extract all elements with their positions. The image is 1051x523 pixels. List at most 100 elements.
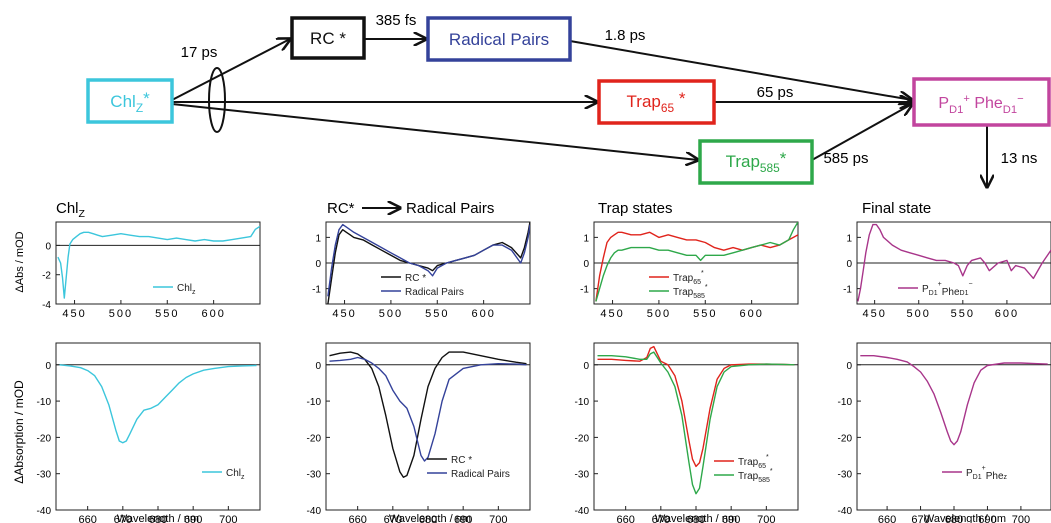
x-tick-label: 600 — [471, 308, 495, 320]
x-tick-label: 600 — [995, 308, 1019, 320]
series-line — [860, 355, 1048, 446]
y-tick-label: -1 — [312, 285, 321, 296]
y-tick-label: 1 — [846, 233, 852, 244]
x-tick-label: 500 — [379, 308, 403, 320]
rate-trap585-final: 585 ps — [823, 150, 868, 167]
node-final-box — [912, 77, 1051, 127]
rate-rp-final: 1.8 ps — [605, 27, 646, 44]
legend-label: RC * — [405, 273, 426, 284]
y-tick-label: -40 — [37, 506, 52, 517]
arrow-chl-rc — [171, 39, 290, 101]
x-tick-label: 670 — [384, 514, 402, 523]
x-tick-label: 450 — [62, 308, 86, 320]
node-trap585-box — [698, 139, 814, 185]
panel-title-radical-pairs: Radical Pairs — [406, 200, 494, 217]
x-tick-label: 550 — [951, 308, 975, 320]
legend-label: Radical Pairs — [405, 287, 464, 298]
y-tick-label: -10 — [838, 397, 853, 408]
y-tick-label: 0 — [315, 259, 321, 270]
y-tick-label: 0 — [846, 361, 852, 372]
x-tick-label: 680 — [945, 514, 963, 523]
series-line — [329, 356, 527, 462]
kinetic-scheme: 17 ps 385 fs 1.8 ps 65 ps 585 ps 13 ns C… — [86, 12, 1051, 187]
x-axis-label-3: Wavelength / nm — [655, 513, 737, 523]
x-tick-label: 500 — [647, 308, 671, 320]
x-tick-label: 690 — [184, 514, 202, 523]
series-group — [857, 223, 1051, 302]
plot-frame — [593, 342, 799, 511]
y-tick-label: 0 — [583, 259, 589, 270]
x-tick-label: 680 — [419, 514, 437, 523]
y-tick-label: -20 — [575, 433, 590, 444]
x-tick-label: 550 — [425, 308, 449, 320]
x-tick-label: 450 — [600, 308, 624, 320]
rate-final-decay: 13 ns — [1001, 150, 1038, 167]
y-tick-label: 0 — [846, 259, 852, 270]
series-line — [329, 351, 527, 478]
chart-rc-radical-absorption: 660 670 680 690 700 -40 -30 -20 -10 0 RC * Radical … — [307, 342, 531, 523]
x-tick-label: 680 — [149, 514, 167, 523]
arrow-chl-trap585 — [171, 103, 698, 160]
legend-label: Radical Pairs — [451, 469, 510, 480]
panel-title-final: Final state — [862, 200, 931, 217]
x-tick-label: 450 — [862, 308, 886, 320]
legend-label: Chlz — [177, 283, 196, 296]
y-tick-label: -30 — [307, 470, 322, 481]
series-group — [860, 355, 1048, 446]
node-final-label: PD1+ PheD1− — [938, 93, 1023, 116]
series-group — [327, 222, 530, 304]
y-tick-label: -40 — [575, 506, 590, 517]
y-tick-label: 0 — [45, 361, 51, 372]
y-tick-label: 1 — [315, 233, 321, 244]
series-group — [595, 222, 798, 302]
rate-trap65-final: 65 ps — [757, 84, 794, 101]
series-line — [327, 222, 530, 304]
x-tick-label: 670 — [652, 514, 670, 523]
x-tick-label: 700 — [219, 514, 237, 523]
legend-label: RC * — [451, 455, 472, 466]
x-tick-label: 700 — [757, 514, 775, 523]
chart-final-transient: 450 500 550 600 -1 0 1 PD1+PheD1− — [843, 221, 1051, 320]
x-tick-label: 600 — [201, 308, 225, 320]
plot-frame — [856, 342, 1051, 511]
series-group — [329, 351, 527, 478]
top-y-axis-label: ΔAbs / mOD — [14, 231, 26, 292]
node-rc-label: RC * — [310, 29, 346, 48]
x-tick-label: 700 — [489, 514, 507, 523]
series-line — [57, 225, 260, 299]
node-trap65-label: Trap65 * — [627, 89, 686, 115]
y-tick-label: 0 — [583, 361, 589, 372]
panel-title-traps: Trap states — [598, 200, 672, 217]
node-chlz-box — [86, 78, 174, 124]
y-tick-label: -4 — [42, 300, 51, 311]
x-tick-label: 450 — [332, 308, 356, 320]
series-line — [59, 364, 257, 444]
legend-label: Trap65* — [738, 454, 769, 470]
series-group — [57, 225, 260, 299]
node-rp-box — [426, 16, 572, 62]
series-line — [597, 345, 795, 468]
legend-label: PD1+Phez — [966, 465, 1008, 482]
node-rc-box — [290, 16, 366, 60]
chart-final-absorption: 660 670 680 690 700 -40 -30 -20 -10 0 PD1+Phez — [838, 342, 1051, 523]
y-tick-label: -2 — [42, 271, 51, 282]
y-tick-label: -1 — [580, 285, 589, 296]
y-tick-label: -10 — [575, 397, 590, 408]
x-tick-label: 680 — [687, 514, 705, 523]
legend-label: Trap585* — [738, 468, 773, 484]
x-axis-label-2: Wavelength / nm — [389, 513, 471, 523]
node-trap585-label: Trap585* — [726, 149, 787, 175]
branch-ellipse — [208, 67, 226, 133]
x-tick-label: 660 — [348, 514, 366, 523]
node-trap65-box — [597, 79, 716, 125]
x-axis-label-4: Wavelength / nm — [924, 513, 1006, 523]
y-tick-label: -20 — [838, 433, 853, 444]
panel-title-rc: RC* — [327, 200, 355, 217]
x-tick-label: 660 — [78, 514, 96, 523]
y-tick-label: -10 — [37, 397, 52, 408]
series-line — [857, 223, 1051, 302]
series-line — [595, 231, 798, 302]
node-chlz-label: ChlZ* — [110, 89, 150, 115]
chart-chlz-transient: 450 500 550 600 -4 -2 0 Chlz — [42, 221, 261, 320]
